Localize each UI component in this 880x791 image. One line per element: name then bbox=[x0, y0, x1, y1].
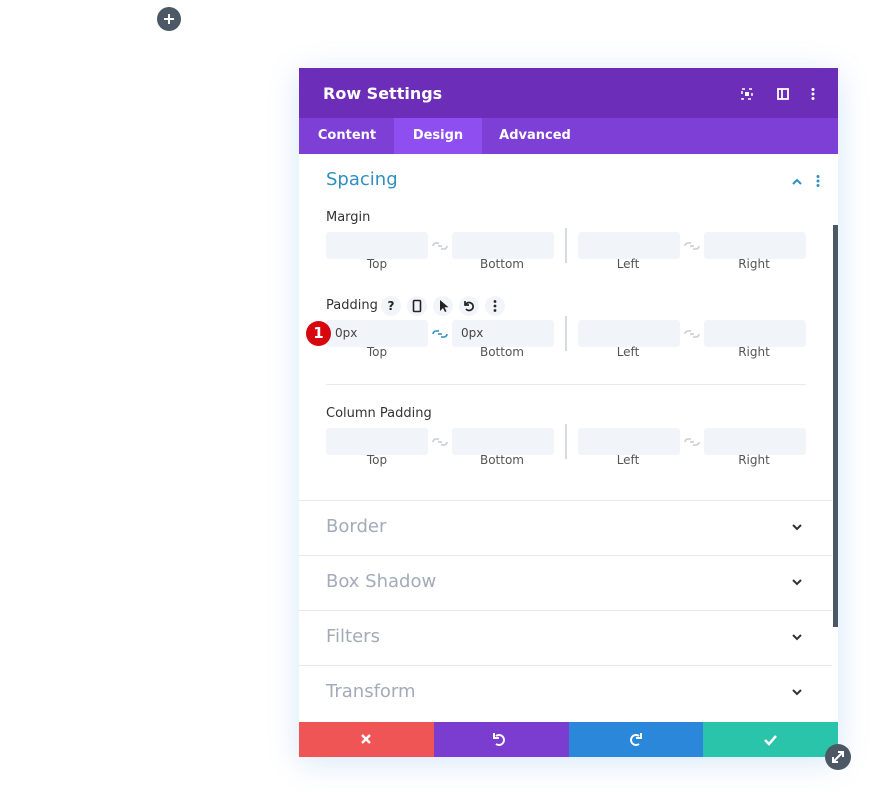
section-divider bbox=[299, 555, 832, 556]
section-controls[interactable] bbox=[790, 174, 824, 188]
side-label: Top bbox=[366, 257, 388, 271]
link-toggle[interactable] bbox=[431, 435, 449, 449]
scrollbar[interactable] bbox=[833, 225, 838, 627]
field-label: Margin bbox=[326, 210, 371, 225]
link-toggle[interactable] bbox=[683, 435, 701, 449]
side-label: Right bbox=[738, 257, 770, 271]
input[interactable] bbox=[452, 320, 554, 347]
input[interactable] bbox=[704, 428, 806, 455]
section-title[interactable]: Border bbox=[326, 516, 387, 537]
section-title[interactable]: Transform bbox=[326, 681, 416, 702]
resize-handle[interactable] bbox=[825, 744, 851, 770]
input-value: 0px bbox=[335, 326, 358, 340]
side-label: Right bbox=[738, 345, 770, 359]
field-label: Column Padding bbox=[326, 406, 432, 421]
expand-chevron[interactable] bbox=[790, 687, 804, 699]
section-divider bbox=[299, 500, 832, 501]
link-toggle[interactable] bbox=[683, 327, 701, 341]
input[interactable] bbox=[578, 232, 680, 259]
input[interactable] bbox=[452, 232, 554, 259]
vertical-divider bbox=[565, 424, 567, 459]
modal-title: Row Settings bbox=[323, 84, 443, 103]
reset-icon[interactable] bbox=[459, 296, 479, 316]
side-label: Top bbox=[366, 345, 388, 359]
field-label: Padding bbox=[326, 298, 378, 313]
save-button[interactable] bbox=[703, 722, 838, 757]
section-title[interactable]: Filters bbox=[326, 626, 380, 647]
tab-bar bbox=[299, 118, 838, 154]
input[interactable] bbox=[326, 232, 428, 259]
section-title[interactable]: Box Shadow bbox=[326, 571, 437, 592]
link-toggle[interactable] bbox=[683, 239, 701, 253]
input[interactable] bbox=[452, 428, 554, 455]
side-label: Left bbox=[616, 345, 640, 359]
footer bbox=[299, 722, 838, 757]
undo-button[interactable] bbox=[434, 722, 569, 757]
step-badge: 1 bbox=[306, 321, 331, 346]
side-label: Bottom bbox=[479, 257, 524, 271]
side-label: Top bbox=[366, 453, 388, 467]
side-label: Left bbox=[616, 257, 640, 271]
input[interactable] bbox=[326, 428, 428, 455]
hover-icon[interactable] bbox=[433, 296, 453, 316]
section-divider bbox=[299, 610, 832, 611]
expand-chevron[interactable] bbox=[790, 522, 804, 534]
tab[interactable]: Design bbox=[412, 128, 464, 143]
input[interactable] bbox=[578, 428, 680, 455]
more-icon[interactable] bbox=[485, 296, 505, 316]
input[interactable] bbox=[704, 320, 806, 347]
vertical-divider bbox=[565, 316, 567, 351]
section-divider bbox=[299, 665, 832, 666]
active-tab-bg bbox=[394, 118, 482, 154]
divider bbox=[326, 384, 806, 385]
add-row-button[interactable] bbox=[157, 7, 181, 31]
expand-chevron[interactable] bbox=[790, 632, 804, 644]
section-title[interactable]: Spacing bbox=[326, 169, 398, 190]
tab[interactable]: Advanced bbox=[499, 128, 571, 143]
expand-chevron[interactable] bbox=[790, 577, 804, 589]
side-label: Bottom bbox=[479, 453, 524, 467]
vertical-divider bbox=[565, 228, 567, 263]
link-toggle[interactable] bbox=[431, 239, 449, 253]
input[interactable] bbox=[704, 232, 806, 259]
responsive-icon[interactable] bbox=[407, 296, 427, 316]
header-icons[interactable] bbox=[740, 87, 822, 101]
modal bbox=[299, 68, 838, 757]
input[interactable] bbox=[578, 320, 680, 347]
input-value: 0px bbox=[461, 326, 484, 340]
side-label: Right bbox=[738, 453, 770, 467]
tab[interactable]: Content bbox=[317, 128, 377, 143]
redo-button[interactable] bbox=[569, 722, 703, 757]
help-icon[interactable]: ? bbox=[381, 296, 401, 316]
link-toggle[interactable] bbox=[431, 327, 449, 341]
side-label: Left bbox=[616, 453, 640, 467]
input[interactable] bbox=[326, 320, 428, 347]
side-label: Bottom bbox=[479, 345, 524, 359]
